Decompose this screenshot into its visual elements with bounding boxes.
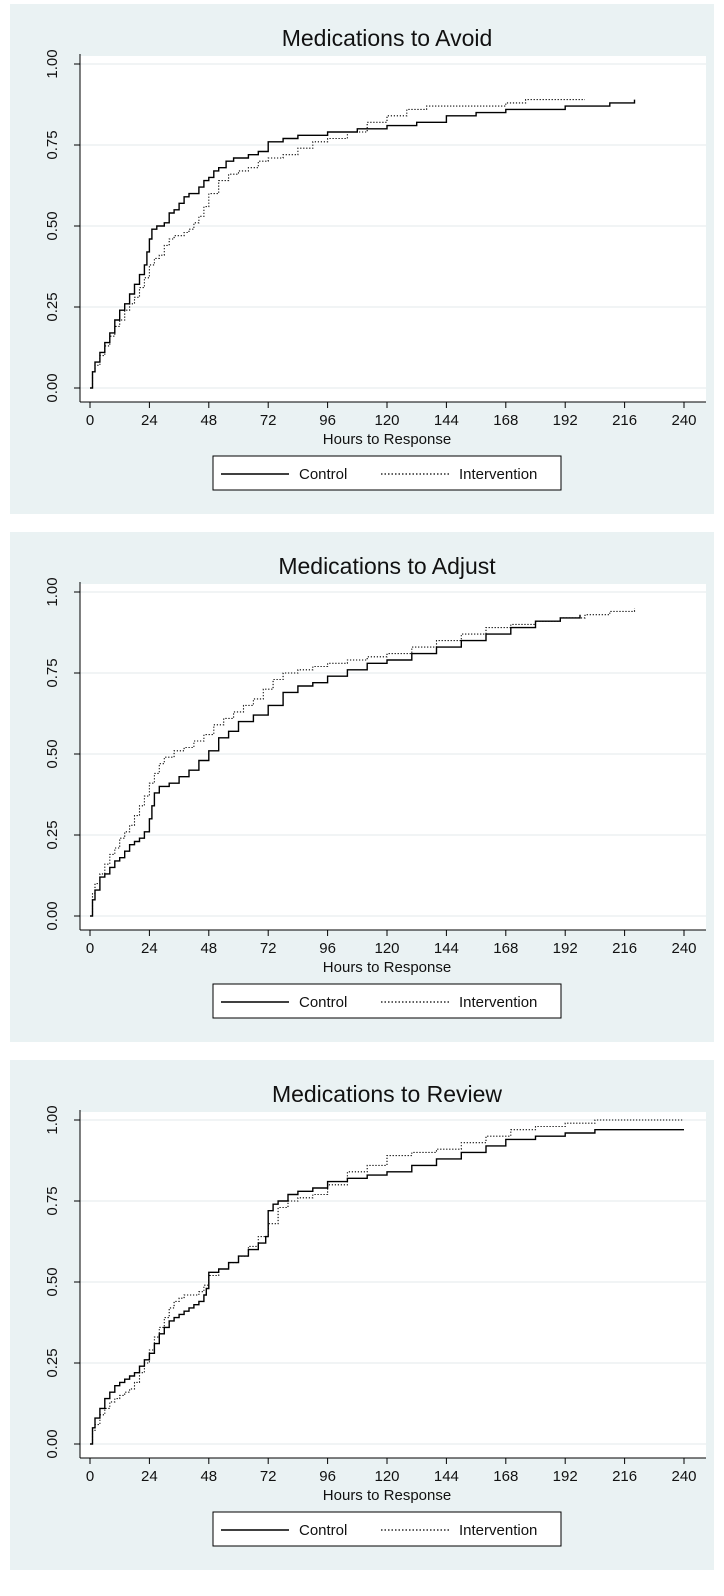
x-tick-label: 192 [553, 940, 578, 957]
x-tick-label: 96 [319, 1468, 336, 1485]
x-tick-label: 144 [434, 412, 459, 429]
x-tick-label: 24 [141, 940, 158, 957]
series-lines [90, 99, 636, 389]
legend-box [212, 983, 562, 1019]
x-tick-label: 72 [260, 412, 277, 429]
gridlines [80, 63, 706, 389]
legend: Control Intervention [212, 455, 562, 491]
x-axis-label: Hours to Response [323, 1487, 451, 1504]
y-tick-label: 0.00 [44, 373, 61, 402]
x-tick-label: 192 [553, 412, 578, 429]
x-axis: 0 24 48 72 96 120 144 168 192 216 240 [80, 401, 706, 429]
chart-title: Medications to Adjust [278, 553, 496, 579]
x-axis-label: Hours to Response [323, 959, 451, 976]
x-tick-label: 120 [374, 940, 399, 957]
x-tick-label: 120 [374, 1468, 399, 1485]
chart-panel: 0.00 0.25 0.50 0.75 1.00 0 24 48 72 96 120 144 168 1… [10, 4, 714, 514]
legend-box [212, 1511, 562, 1547]
x-axis: 0 24 48 72 96 120 144 168 192 216 240 [80, 929, 706, 957]
series-lines [90, 1119, 684, 1445]
y-tick-label: 0.25 [44, 820, 61, 849]
gridlines [80, 1119, 706, 1445]
legend-label-control: Control [299, 466, 347, 483]
chart-svg: 0.00 0.25 0.50 0.75 1.00 0 24 48 72 96 120 144 168 1… [44, 1081, 706, 1547]
chart-panel: 0.00 0.25 0.50 0.75 1.00 0 24 48 72 96 120 144 168 1… [10, 532, 714, 1042]
x-tick-label: 168 [493, 1468, 518, 1485]
chart-title: Medications to Avoid [282, 25, 493, 51]
y-tick-label: 0.75 [44, 130, 61, 159]
gridlines [80, 591, 706, 917]
y-tick-label: 0.00 [44, 901, 61, 930]
x-tick-label: 216 [612, 940, 637, 957]
x-axis-label: Hours to Response [323, 431, 451, 448]
x-tick-label: 96 [319, 412, 336, 429]
x-tick-label: 216 [612, 412, 637, 429]
y-tick-label: 1.00 [44, 577, 61, 606]
y-tick-label: 1.00 [44, 1105, 61, 1134]
x-tick-label: 72 [260, 1468, 277, 1485]
y-tick-label: 1.00 [44, 49, 61, 78]
y-tick-label: 0.50 [44, 1267, 61, 1296]
x-tick-label: 192 [553, 1468, 578, 1485]
legend-label-intervention: Intervention [459, 994, 537, 1011]
x-tick-label: 24 [141, 412, 158, 429]
y-tick-label: 0.50 [44, 739, 61, 768]
series-line-intervention [90, 608, 636, 917]
x-tick-label: 96 [319, 940, 336, 957]
legend-label-intervention: Intervention [459, 1522, 537, 1539]
x-tick-label: 144 [434, 1468, 459, 1485]
x-tick-label: 216 [612, 1468, 637, 1485]
x-tick-label: 0 [86, 940, 94, 957]
legend-label-control: Control [299, 994, 347, 1011]
x-tick-label: 240 [671, 1468, 696, 1485]
y-tick-label: 0.75 [44, 1186, 61, 1215]
x-axis: 0 24 48 72 96 120 144 168 192 216 240 [80, 1457, 706, 1485]
y-axis: 0.00 0.25 0.50 0.75 1.00 [44, 1105, 81, 1459]
x-tick-label: 48 [200, 1468, 217, 1485]
y-tick-label: 0.25 [44, 1348, 61, 1377]
legend-label-intervention: Intervention [459, 466, 537, 483]
y-tick-label: 0.75 [44, 658, 61, 687]
plot-area [80, 584, 706, 930]
plot-area [80, 1112, 706, 1458]
x-tick-label: 48 [200, 412, 217, 429]
x-tick-label: 240 [671, 412, 696, 429]
y-tick-label: 0.50 [44, 211, 61, 240]
x-tick-label: 168 [493, 412, 518, 429]
chart-panel: 0.00 0.25 0.50 0.75 1.00 0 24 48 72 96 120 144 168 1… [10, 1060, 714, 1570]
chart-svg: 0.00 0.25 0.50 0.75 1.00 0 24 48 72 96 120 144 168 1… [44, 25, 706, 491]
x-tick-label: 24 [141, 1468, 158, 1485]
x-tick-label: 120 [374, 412, 399, 429]
chart-title: Medications to Review [272, 1081, 502, 1107]
y-axis: 0.00 0.25 0.50 0.75 1.00 [44, 577, 81, 931]
y-axis: 0.00 0.25 0.50 0.75 1.00 [44, 49, 81, 403]
y-tick-label: 0.00 [44, 1429, 61, 1458]
series-lines [90, 608, 636, 917]
legend: Control Intervention [212, 983, 562, 1019]
x-tick-label: 72 [260, 940, 277, 957]
series-line-control [90, 614, 581, 917]
chart-svg: 0.00 0.25 0.50 0.75 1.00 0 24 48 72 96 120 144 168 1… [44, 553, 706, 1019]
series-line-intervention [90, 1119, 684, 1445]
x-tick-label: 0 [86, 1468, 94, 1485]
x-tick-label: 168 [493, 940, 518, 957]
x-tick-label: 0 [86, 412, 94, 429]
plot-area [80, 56, 706, 402]
x-tick-label: 144 [434, 940, 459, 957]
x-tick-label: 240 [671, 940, 696, 957]
legend-box [212, 455, 562, 491]
y-tick-label: 0.25 [44, 292, 61, 321]
x-tick-label: 48 [200, 940, 217, 957]
legend: Control Intervention [212, 1511, 562, 1547]
series-line-control [90, 99, 636, 389]
legend-label-control: Control [299, 1522, 347, 1539]
